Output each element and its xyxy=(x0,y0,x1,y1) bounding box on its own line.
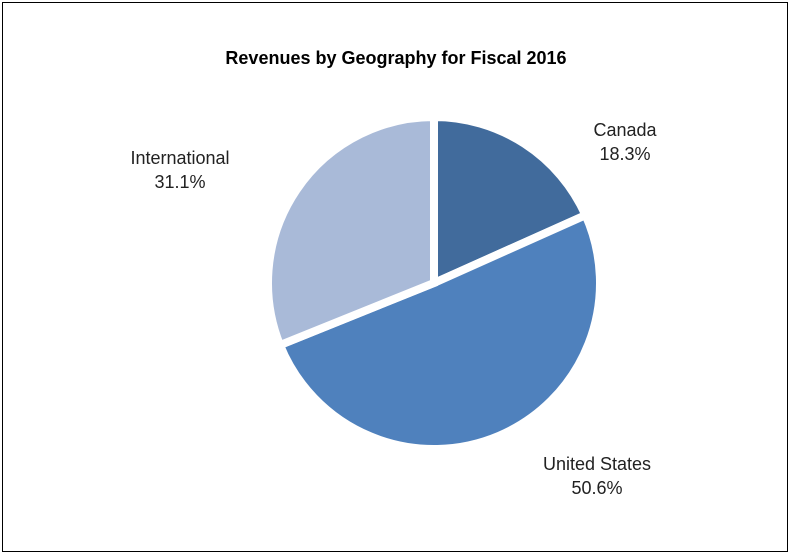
value-label: 18.3% xyxy=(599,144,651,164)
category-label: International xyxy=(130,148,230,168)
pie-slice xyxy=(264,112,438,351)
data-label: United States 50.6% xyxy=(541,452,653,500)
category-label: Canada xyxy=(593,120,657,140)
value-label: 31.1% xyxy=(154,172,206,192)
value-label: 50.6% xyxy=(571,478,623,498)
chart-title: Revenues by Geography for Fiscal 2016 xyxy=(225,48,566,68)
data-label: International 31.1% xyxy=(100,146,260,194)
data-label: Canada 18.3% xyxy=(565,118,685,166)
pie-slice xyxy=(430,112,591,290)
category-label: United States xyxy=(542,454,652,474)
pie-slice xyxy=(274,209,604,453)
